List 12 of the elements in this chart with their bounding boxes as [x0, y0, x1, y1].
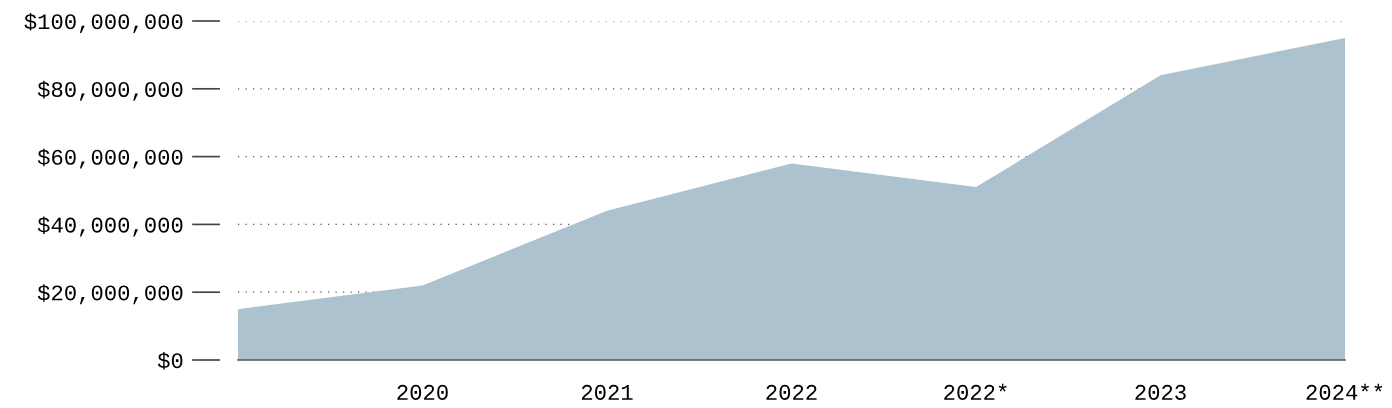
y-tick-label: $0: [157, 352, 183, 370]
y-tick-label: $20,000,000: [37, 284, 183, 305]
x-tick-label: 2022: [766, 384, 817, 400]
y-tick-label: $80,000,000: [37, 80, 183, 101]
y-tick-label: $40,000,000: [37, 216, 183, 237]
x-tick-label: 2022*: [944, 383, 1007, 400]
x-tick-label: 2020: [397, 384, 448, 400]
x-tick-label: 2024**: [1306, 383, 1383, 400]
x-tick-label: 2023: [1135, 384, 1186, 400]
x-tick-label: 2021: [581, 384, 633, 400]
y-tick-label: $60,000,000: [37, 148, 183, 169]
y-tick-label: $100,000,000: [24, 13, 183, 33]
